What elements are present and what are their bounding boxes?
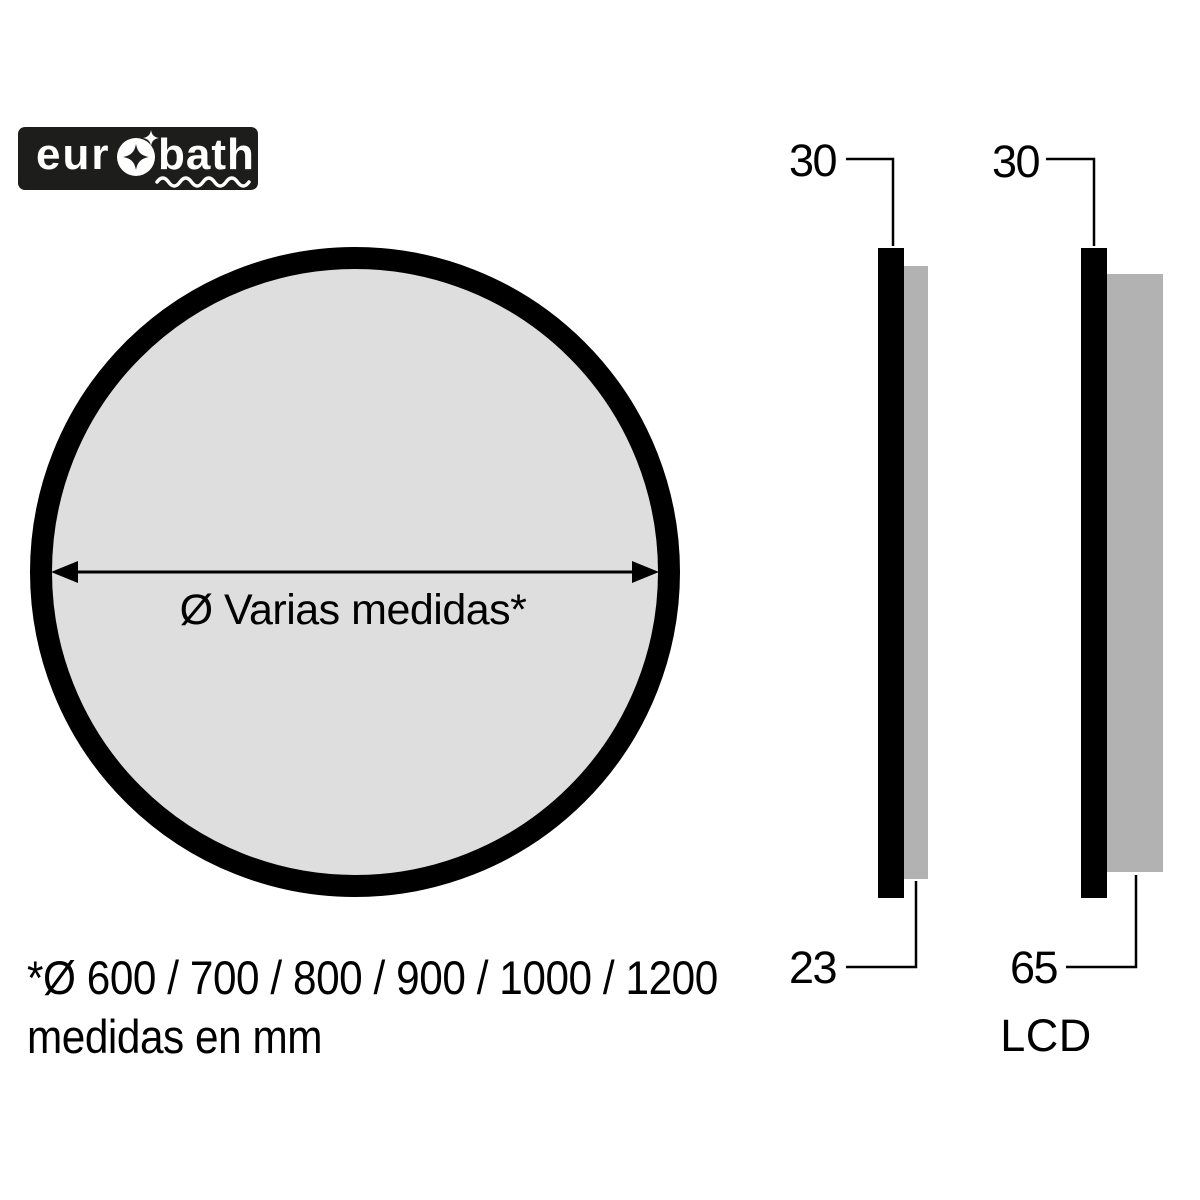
side-right-backbox: [1100, 274, 1163, 872]
side-left-backbox: [902, 266, 928, 879]
arrowhead-right-icon: [632, 561, 659, 583]
leader-bottom-right: [1066, 875, 1138, 969]
logo-text-post: bath: [158, 130, 255, 179]
diameter-label: Ø Varias medidas*: [179, 586, 527, 634]
footnote: *Ø 600 / 700 / 800 / 900 / 1000 / 1200 m…: [27, 948, 718, 1066]
brand-logo: eur bath: [18, 127, 258, 190]
footnote-sizes: *Ø 600 / 700 / 800 / 900 / 1000 / 1200: [27, 951, 718, 1004]
leader-bottom-left: [846, 881, 918, 969]
logo-text-pre: eur: [36, 130, 110, 179]
arrowhead-left-icon: [51, 561, 78, 583]
side-left-glass: [878, 248, 904, 898]
footnote-units: medidas en mm: [27, 1010, 323, 1063]
logo-o-star-icon: [123, 144, 149, 170]
leader-top-right: [1046, 157, 1096, 246]
logo-wave-icon: [155, 176, 251, 188]
dim-left-bottom: 23: [788, 942, 838, 993]
dim-right-bottom: 65: [1009, 942, 1059, 993]
dim-right-top: 30: [991, 136, 1041, 187]
brand-logo-graphic: eur bath: [18, 127, 258, 190]
lcd-caption: LCD: [1000, 1010, 1092, 1061]
dim-left-top: 30: [788, 135, 838, 186]
side-right-glass: [1081, 248, 1107, 898]
dimension-leader-lines: [846, 157, 1138, 969]
logo-sparkle-icon: [143, 130, 159, 146]
leader-top-left: [846, 157, 895, 246]
